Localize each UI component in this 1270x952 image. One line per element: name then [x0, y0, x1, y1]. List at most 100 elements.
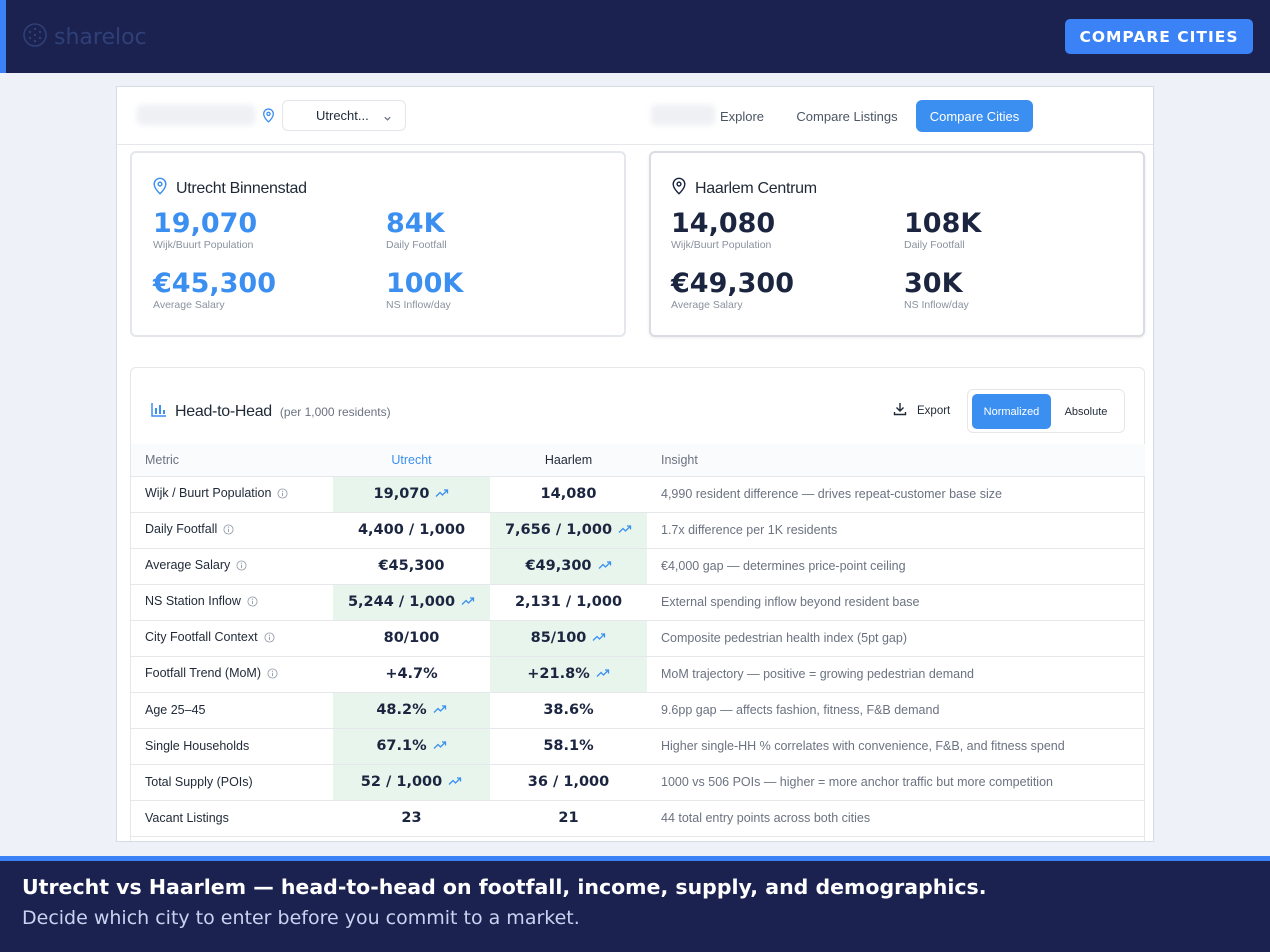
table-row: NS Station Inflow 5,244 / 1,000 2,131 / 1,…	[131, 584, 1145, 621]
insight-cell: 1.7x difference per 1K residents	[647, 512, 1145, 549]
map-pin-icon	[262, 108, 275, 128]
metric-cell: Average Salary	[131, 548, 333, 585]
city-card-title: Haarlem Centrum	[671, 177, 817, 200]
value: €45,300	[378, 558, 445, 574]
metric-cell: Footfall Trend (MoM)	[131, 656, 333, 693]
chevron-down-icon	[383, 111, 392, 126]
view-mode-toggle: Normalized Absolute	[967, 389, 1125, 433]
metric-cell: Single Households	[131, 728, 333, 765]
value: 7,656 / 1,000	[504, 522, 613, 538]
trend-up-icon	[598, 558, 612, 574]
stat-ns-inflow: 30K NS Inflow/day	[904, 268, 969, 312]
info-icon[interactable]	[247, 596, 258, 610]
metric-label: Footfall Trend (MoM)	[145, 666, 262, 680]
value: 23	[401, 810, 422, 826]
utrecht-value-cell: 48.2%	[333, 692, 490, 729]
value: 21	[558, 810, 579, 826]
stat-average-salary: €49,300 Average Salary	[671, 268, 794, 312]
tab-compare-cities[interactable]: Compare Cities	[916, 100, 1033, 132]
insight-cell: €4,000 gap — determines price-point ceil…	[647, 548, 1145, 585]
comparison-table: Metric Utrecht Haarlem Insight Wijk / Bu…	[131, 444, 1145, 837]
info-icon[interactable]	[236, 560, 247, 574]
insight-cell: Higher single-HH % correlates with conve…	[647, 728, 1145, 765]
panel-subtitle: (per 1,000 residents)	[279, 405, 391, 419]
stat-population: 14,080 Wijk/Buurt Population	[671, 208, 776, 252]
value: 52 / 1,000	[360, 774, 443, 790]
stat-ns-inflow: 100K NS Inflow/day	[386, 268, 464, 312]
toggle-normalized[interactable]: Normalized	[972, 394, 1051, 429]
city-name: Haarlem Centrum	[695, 179, 817, 197]
haarlem-value-cell: 14,080	[490, 476, 647, 513]
utrecht-value-cell: 19,070	[333, 476, 490, 513]
metric-cell: Wijk / Buurt Population	[131, 476, 333, 513]
info-icon[interactable]	[264, 632, 275, 646]
tab-compare-listings[interactable]: Compare Listings	[796, 108, 898, 124]
utrecht-value-cell: €45,300	[333, 548, 490, 585]
metric-label: Age 25–45	[145, 703, 206, 717]
metric-label: Vacant Listings	[145, 811, 229, 825]
haarlem-value-cell: 7,656 / 1,000	[490, 512, 647, 549]
utrecht-value-cell: +4.7%	[333, 656, 490, 693]
city-select-value: Utrecht...	[316, 108, 369, 123]
metric-label: NS Station Inflow	[145, 594, 241, 608]
metric-label: Daily Footfall	[145, 522, 218, 536]
info-icon[interactable]	[267, 668, 278, 682]
utrecht-value-cell: 80/100	[333, 620, 490, 657]
utrecht-value-cell: 4,400 / 1,000	[333, 512, 490, 549]
stat-daily-footfall: 84K Daily Footfall	[386, 208, 447, 252]
table-row: Age 25–45 48.2% 38.6% 9.6pp gap — affects f…	[131, 692, 1145, 729]
metric-label: City Footfall Context	[145, 630, 258, 644]
head-to-head-panel: Head-to-Head (per 1,000 residents) Expor…	[130, 367, 1145, 841]
stat-average-salary: €45,300 Average Salary	[153, 268, 276, 312]
table-header-row: Metric Utrecht Haarlem Insight	[131, 444, 1145, 477]
trend-up-icon	[433, 738, 447, 754]
info-icon[interactable]	[223, 524, 234, 538]
value: 85/100	[530, 630, 587, 646]
metric-label: Single Households	[145, 739, 250, 753]
insight-cell: MoM trajectory — positive = growing pede…	[647, 656, 1145, 693]
haarlem-value-cell: 85/100	[490, 620, 647, 657]
top-bar: shareloc COMPARE CITIES	[0, 0, 1270, 73]
haarlem-value-cell: 58.1%	[490, 728, 647, 765]
value: +21.8%	[527, 666, 590, 682]
caption-banner: Utrecht vs Haarlem — head-to-head on foo…	[0, 856, 1270, 952]
insight-cell: External spending inflow beyond resident…	[647, 584, 1145, 621]
value: €49,300	[525, 558, 592, 574]
brand-logo[interactable]: shareloc	[22, 22, 147, 53]
toggle-absolute[interactable]: Absolute	[1064, 405, 1108, 418]
haarlem-value-cell: +21.8%	[490, 656, 647, 693]
map-pin-icon	[671, 177, 687, 200]
value: 48.2%	[376, 702, 427, 718]
table-row: Footfall Trend (MoM) +4.7% +21.8% MoM traje…	[131, 656, 1145, 693]
stat-population: 19,070 Wijk/Buurt Population	[153, 208, 258, 252]
insight-cell: 1000 vs 506 POIs — higher = more anchor …	[647, 764, 1145, 801]
compare-cities-cta-button[interactable]: COMPARE CITIES	[1065, 19, 1253, 54]
col-header-haarlem: Haarlem	[490, 444, 647, 477]
city-select[interactable]: Utrecht...	[282, 100, 406, 131]
value: 67.1%	[376, 738, 427, 754]
utrecht-value-cell: 5,244 / 1,000	[333, 584, 490, 621]
value: 5,244 / 1,000	[347, 594, 456, 610]
brand-name: shareloc	[54, 25, 147, 50]
utrecht-value-cell: 23	[333, 800, 490, 837]
value: +4.7%	[385, 666, 438, 682]
panel-title: Head-to-Head	[175, 403, 272, 420]
haarlem-value-cell: 2,131 / 1,000	[490, 584, 647, 621]
blurred-logo	[137, 105, 255, 125]
insight-cell: Composite pedestrian health index (5pt g…	[647, 620, 1145, 657]
export-label: Export	[917, 404, 951, 417]
map-pin-icon	[152, 177, 168, 200]
app-frame: Utrecht... Explore Compare Listings Comp…	[116, 86, 1154, 842]
app-toolbar: Utrecht... Explore Compare Listings Comp…	[117, 87, 1153, 145]
tab-explore[interactable]: Explore	[719, 108, 765, 124]
trend-up-icon	[596, 666, 610, 682]
metric-cell: Total Supply (POIs)	[131, 764, 333, 801]
haarlem-value-cell: 38.6%	[490, 692, 647, 729]
city-card-haarlem: Haarlem Centrum 14,080 Wijk/Buurt Populat…	[649, 151, 1145, 337]
info-icon[interactable]	[277, 488, 288, 502]
download-icon	[893, 402, 907, 419]
table-row: Daily Footfall 4,400 / 1,000 7,656 / 1,000…	[131, 512, 1145, 549]
metric-cell: Age 25–45	[131, 692, 333, 729]
insight-cell: 44 total entry points across both cities	[647, 800, 1145, 837]
export-button[interactable]: Export	[893, 402, 950, 419]
